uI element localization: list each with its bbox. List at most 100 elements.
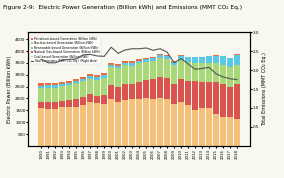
Bar xyxy=(122,61,128,63)
Bar xyxy=(74,100,79,107)
Bar xyxy=(53,109,58,146)
Bar xyxy=(136,64,142,82)
Bar xyxy=(122,84,128,100)
Bar xyxy=(108,67,114,85)
Bar xyxy=(94,96,100,103)
Bar xyxy=(213,63,219,82)
Bar xyxy=(143,98,149,146)
Bar xyxy=(53,83,58,85)
Bar xyxy=(130,63,135,66)
Bar xyxy=(115,66,121,68)
Bar xyxy=(59,101,65,107)
Bar xyxy=(234,65,240,84)
Bar xyxy=(101,78,107,95)
Bar xyxy=(80,78,86,81)
Bar xyxy=(164,78,170,99)
Bar xyxy=(130,84,135,99)
Bar xyxy=(122,100,128,146)
Bar xyxy=(59,87,65,101)
Bar xyxy=(59,84,65,87)
Bar xyxy=(45,85,51,88)
Bar xyxy=(227,87,233,117)
Bar xyxy=(136,82,142,99)
Bar xyxy=(150,99,156,146)
Bar xyxy=(171,84,177,104)
Bar xyxy=(206,56,212,63)
Bar xyxy=(213,82,219,114)
Bar xyxy=(185,62,191,81)
Bar xyxy=(199,82,205,108)
Bar xyxy=(178,55,184,56)
Bar xyxy=(157,58,163,77)
Bar xyxy=(171,104,177,146)
Bar xyxy=(115,87,121,102)
Bar xyxy=(66,107,72,146)
Bar xyxy=(74,79,79,81)
Bar xyxy=(87,76,93,79)
Bar xyxy=(80,77,86,78)
Bar xyxy=(108,85,114,99)
Bar xyxy=(45,109,51,146)
Y-axis label: Total Emissions (MMT CO₂ Eq.): Total Emissions (MMT CO₂ Eq.) xyxy=(262,52,267,126)
Bar xyxy=(171,61,177,62)
Bar xyxy=(94,80,100,96)
Bar xyxy=(234,84,240,119)
Bar xyxy=(199,63,205,82)
Bar xyxy=(38,102,44,108)
Bar xyxy=(59,82,65,84)
Bar xyxy=(213,56,219,63)
Bar xyxy=(66,83,72,85)
Bar xyxy=(227,67,233,87)
Bar xyxy=(220,84,226,117)
Bar xyxy=(213,55,219,56)
Bar xyxy=(101,104,107,146)
Bar xyxy=(80,97,86,105)
Bar xyxy=(53,102,58,109)
Bar xyxy=(164,56,170,59)
Bar xyxy=(178,56,184,60)
Bar xyxy=(108,63,114,65)
Bar xyxy=(199,108,205,146)
Bar xyxy=(192,57,198,63)
Bar xyxy=(227,117,233,146)
Bar xyxy=(122,65,128,84)
Legend: Petroleum-based Generation (Billion kWh), Nuclear-based Generation (Billion kWh): Petroleum-based Generation (Billion kWh)… xyxy=(30,36,101,64)
Y-axis label: Electric Power (Billion kWh): Electric Power (Billion kWh) xyxy=(7,55,12,123)
Bar xyxy=(192,81,198,110)
Bar xyxy=(157,54,163,55)
Bar xyxy=(66,81,72,83)
Bar xyxy=(171,62,177,66)
Bar xyxy=(192,63,198,81)
Bar xyxy=(157,98,163,146)
Bar xyxy=(150,79,156,99)
Bar xyxy=(136,59,142,61)
Bar xyxy=(143,59,149,62)
Bar xyxy=(143,80,149,98)
Bar xyxy=(130,61,135,63)
Bar xyxy=(178,60,184,79)
Bar xyxy=(45,83,51,85)
Bar xyxy=(87,79,93,94)
Bar xyxy=(108,65,114,67)
Bar xyxy=(157,55,163,58)
Bar xyxy=(38,83,44,86)
Bar xyxy=(185,81,191,105)
Bar xyxy=(101,95,107,104)
Bar xyxy=(136,99,142,146)
Bar xyxy=(220,56,226,65)
Bar xyxy=(227,58,233,67)
Bar xyxy=(143,58,149,59)
Bar xyxy=(178,79,184,102)
Bar xyxy=(94,103,100,146)
Bar xyxy=(150,61,156,79)
Bar xyxy=(220,117,226,146)
Bar xyxy=(38,108,44,146)
Bar xyxy=(101,74,107,75)
Bar xyxy=(130,99,135,146)
Bar xyxy=(87,74,93,76)
Bar xyxy=(66,100,72,107)
Bar xyxy=(87,94,93,102)
Bar xyxy=(157,77,163,98)
Bar xyxy=(130,66,135,84)
Bar xyxy=(94,75,100,77)
